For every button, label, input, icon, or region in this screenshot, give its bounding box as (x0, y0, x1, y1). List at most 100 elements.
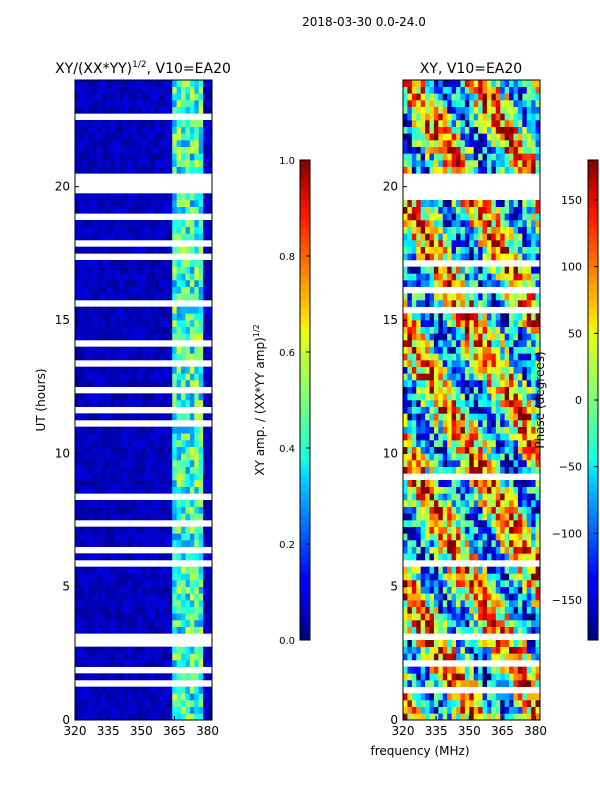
heatmap-cell (145, 100, 151, 107)
heatmap-cell (456, 486, 461, 494)
heatmap-cell (531, 333, 536, 341)
heatmap-cell (97, 446, 102, 454)
heatmap-cell (158, 433, 164, 441)
heatmap-cell (509, 700, 514, 707)
heatmap-cell (407, 626, 413, 634)
heatmap-cell (101, 126, 107, 134)
heatmap-cell (486, 373, 492, 381)
heatmap-cell (411, 433, 417, 441)
heatmap-cell (482, 160, 488, 167)
heatmap-cell (478, 700, 483, 707)
heatmap-cell (433, 120, 439, 127)
heatmap-cell (194, 646, 200, 654)
heatmap-cell (438, 153, 444, 161)
heatmap-cell (92, 620, 98, 627)
heatmap-cell (447, 440, 452, 447)
heatmap-cell (403, 220, 408, 227)
heatmap-cell (123, 306, 129, 314)
heatmap-cell (433, 326, 439, 334)
heatmap-cell (407, 346, 413, 354)
heatmap-cell (531, 566, 536, 574)
heatmap-cell (464, 466, 470, 474)
heatmap-cell (75, 380, 80, 387)
heatmap-cell (158, 193, 164, 201)
heatmap-cell (79, 166, 85, 174)
heatmap-cell (158, 266, 164, 274)
heatmap-cell (460, 586, 466, 594)
heatmap-cell (198, 166, 204, 174)
heatmap-cell (442, 160, 448, 167)
heatmap-cell (500, 280, 505, 287)
heatmap-cell (150, 220, 155, 227)
heatmap-cell (442, 500, 448, 507)
heatmap-cell (194, 586, 200, 594)
heatmap-cell (101, 220, 107, 227)
heatmap-cell (97, 566, 102, 574)
heatmap-cell (141, 586, 147, 594)
heatmap-cell (185, 86, 191, 94)
heatmap-cell (491, 433, 497, 441)
heatmap-cell (531, 220, 536, 227)
heatmap-cell (88, 480, 93, 487)
heatmap-cell (123, 266, 129, 274)
heatmap-cell (425, 666, 430, 674)
heatmap-cell (456, 500, 461, 507)
heatmap-cell (438, 326, 444, 334)
heatmap-cell (189, 453, 195, 461)
heatmap-cell (486, 460, 492, 467)
heatmap-cell (491, 266, 497, 274)
heatmap-cell (198, 466, 204, 474)
heatmap-cell (482, 353, 488, 361)
heatmap-cell (154, 586, 160, 594)
heatmap-cell (198, 93, 204, 101)
heatmap-cell (473, 400, 479, 407)
heatmap-cell (97, 126, 102, 134)
heatmap-cell (535, 580, 541, 587)
heatmap-cell (531, 153, 536, 161)
heatmap-cell (207, 620, 213, 627)
heatmap-cell (141, 133, 147, 141)
heatmap-cell (478, 453, 483, 461)
heatmap-cell (132, 226, 138, 234)
heatmap-cell (420, 520, 426, 527)
heatmap-cell (478, 253, 483, 261)
heatmap-cell (513, 506, 519, 514)
heatmap-cell (194, 686, 200, 694)
heatmap-cell (416, 693, 421, 701)
heatmap-cell (411, 160, 417, 167)
heatmap-cell (88, 600, 93, 607)
heatmap-cell (447, 300, 452, 307)
heatmap-cell (145, 220, 151, 227)
heatmap-cell (447, 526, 452, 534)
heatmap-cell (97, 513, 102, 521)
heatmap-cell (517, 493, 523, 501)
heatmap-cell (504, 320, 510, 327)
heatmap-cell (203, 540, 208, 547)
heatmap-cell (504, 93, 510, 101)
heatmap-cell (88, 646, 93, 654)
heatmap-cell (172, 573, 177, 581)
heatmap-cell (513, 500, 519, 507)
heatmap-cell (132, 306, 138, 314)
heatmap-cell (189, 393, 195, 401)
heatmap-cell (75, 400, 80, 407)
heatmap-cell (185, 686, 191, 694)
heatmap-cell (504, 133, 510, 141)
heatmap-cell (119, 466, 124, 474)
heatmap-cell (473, 273, 479, 281)
heatmap-cell (482, 373, 488, 381)
heatmap-cell (194, 533, 200, 541)
heatmap-cell (433, 460, 439, 467)
heatmap-cell (198, 266, 204, 274)
heatmap-cell (172, 606, 177, 614)
heatmap-cell (425, 393, 430, 401)
heatmap-cell (132, 513, 138, 521)
heatmap-cell (110, 100, 116, 107)
heatmap-cell (456, 326, 461, 334)
heatmap-cell (535, 506, 541, 514)
heatmap-cell (75, 193, 80, 201)
heatmap-cell (482, 646, 488, 654)
heatmap-cell (172, 526, 177, 534)
heatmap-cell (128, 426, 133, 434)
heatmap-cell (522, 553, 528, 561)
